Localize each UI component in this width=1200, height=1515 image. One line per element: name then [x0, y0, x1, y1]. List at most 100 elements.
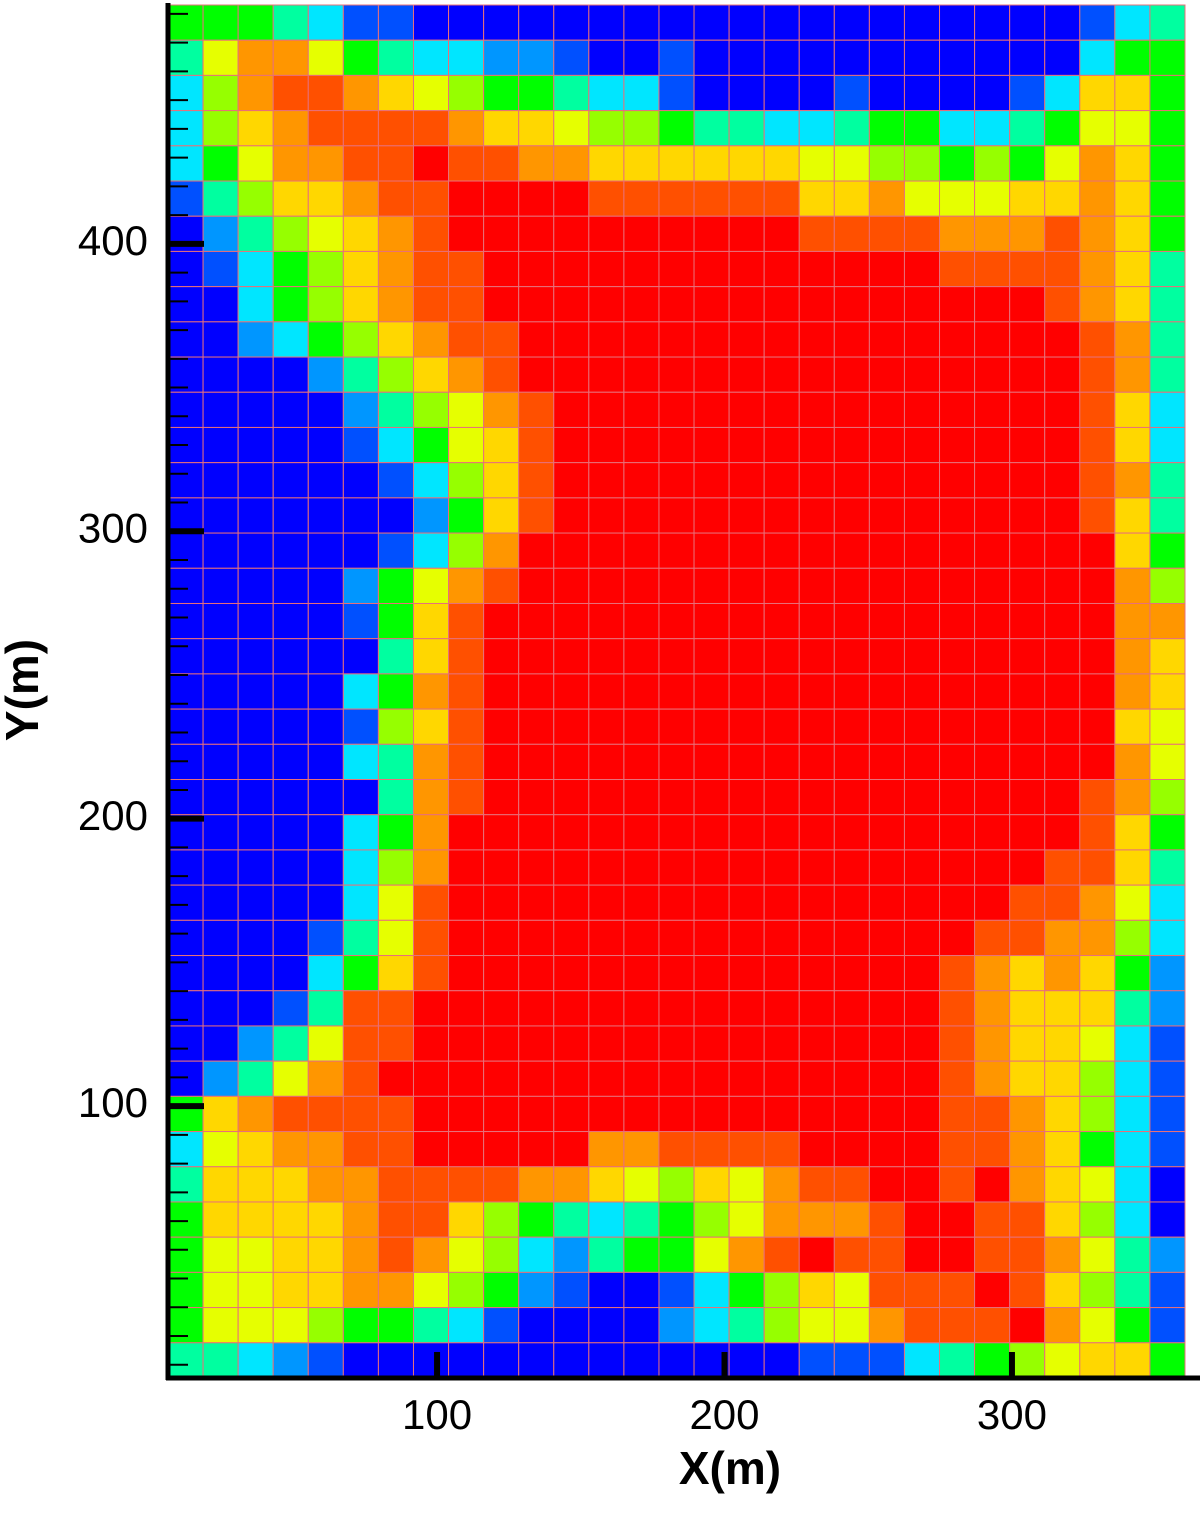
heatmap-cell — [939, 74, 976, 112]
heatmap-cell — [342, 180, 379, 217]
heatmap-cell — [974, 250, 1011, 288]
heatmap-cell — [939, 919, 976, 957]
heatmap-cell — [939, 286, 976, 323]
heatmap-cell — [939, 1166, 976, 1203]
heatmap-cell — [833, 1095, 870, 1133]
heatmap-cell — [974, 567, 1011, 604]
heatmap-cell — [623, 74, 660, 112]
heatmap-cell — [868, 1236, 905, 1273]
heatmap-cell — [342, 673, 379, 710]
heatmap-cell — [553, 673, 590, 710]
heatmap-cell — [202, 849, 239, 886]
heatmap-cell — [974, 4, 1011, 41]
heatmap-cell — [202, 1095, 239, 1133]
heatmap-cell — [939, 673, 976, 710]
heatmap-cell — [1009, 884, 1046, 921]
heatmap-cell — [237, 1342, 274, 1379]
heatmap-cell — [518, 426, 555, 464]
heatmap-cell — [833, 1307, 870, 1344]
heatmap-cell — [518, 1095, 555, 1133]
heatmap-cell — [307, 497, 344, 534]
heatmap-cell — [342, 321, 379, 358]
heatmap-cell — [658, 145, 695, 182]
heatmap-cell — [307, 743, 344, 781]
heatmap-cell — [342, 145, 379, 182]
heatmap-cell — [693, 1025, 730, 1062]
heatmap-cell — [658, 215, 695, 252]
heatmap-cell — [237, 1060, 274, 1097]
heatmap-cell — [693, 74, 730, 112]
heatmap-cell — [728, 1201, 765, 1238]
heatmap-cell — [167, 74, 204, 112]
heatmap-cell — [1044, 602, 1081, 640]
heatmap-cell — [342, 497, 379, 534]
heatmap-cell — [272, 356, 309, 393]
heatmap-cell — [518, 4, 555, 41]
heatmap-cell — [237, 250, 274, 288]
heatmap-cell — [974, 990, 1011, 1027]
heatmap-cell — [237, 391, 274, 428]
heatmap-cell — [167, 532, 204, 569]
heatmap-cell — [974, 286, 1011, 323]
heatmap-cell — [202, 426, 239, 464]
heatmap-cell — [833, 1201, 870, 1238]
heatmap-cell — [342, 74, 379, 112]
heatmap-cell — [1009, 955, 1046, 992]
heatmap-cell — [833, 426, 870, 464]
heatmap-cell — [272, 1131, 309, 1168]
heatmap-cell — [272, 321, 309, 358]
heatmap-cell — [412, 4, 450, 41]
heatmap-cell — [518, 638, 555, 675]
heatmap-cell — [518, 1342, 555, 1379]
heatmap-cell — [342, 462, 379, 499]
heatmap-cell — [728, 638, 765, 675]
heatmap-cell — [377, 673, 414, 710]
heatmap-cell — [342, 215, 379, 252]
heatmap-cell — [167, 955, 204, 992]
heatmap-cell — [903, 215, 941, 252]
heatmap-cell — [939, 708, 976, 745]
heatmap-cell — [798, 215, 835, 252]
heatmap-cell — [272, 145, 309, 182]
heatmap-cell — [623, 1271, 660, 1309]
heatmap-cell — [798, 743, 835, 781]
heatmap-cell — [1079, 884, 1116, 921]
heatmap-cell — [903, 567, 941, 604]
heatmap-cell — [623, 602, 660, 640]
heatmap-cell — [553, 779, 590, 816]
heatmap-cell — [588, 602, 625, 640]
heatmap-cell — [1044, 990, 1081, 1027]
heatmap-cell — [658, 708, 695, 745]
heatmap-cell — [518, 391, 555, 428]
heatmap-cell — [798, 1095, 835, 1133]
heatmap-cell — [763, 1131, 800, 1168]
heatmap-cell — [342, 356, 379, 393]
heatmap-cell — [377, 39, 414, 76]
heatmap-cell — [588, 286, 625, 323]
heatmap-cell — [342, 426, 379, 464]
heatmap-cell — [833, 602, 870, 640]
heatmap-cell — [448, 919, 485, 957]
heatmap-cell — [833, 708, 870, 745]
heatmap-cell — [1079, 849, 1116, 886]
heatmap-cell — [412, 779, 450, 816]
heatmap-cell — [903, 426, 941, 464]
heatmap-cell — [693, 39, 730, 76]
heatmap-cell — [377, 884, 414, 921]
heatmap-cell — [342, 1095, 379, 1133]
heatmap-cell — [658, 1271, 695, 1309]
heatmap-cell — [307, 74, 344, 112]
heatmap-cell — [237, 1166, 274, 1203]
heatmap-cell — [1114, 321, 1151, 358]
heatmap-cell — [798, 110, 835, 147]
heatmap-cell — [903, 497, 941, 534]
heatmap-cell — [553, 567, 590, 604]
heatmap-cell — [1079, 462, 1116, 499]
heatmap-cell — [448, 1095, 485, 1133]
heatmap-cell — [167, 1060, 204, 1097]
heatmap-cell — [1009, 39, 1046, 76]
heatmap-cell — [623, 426, 660, 464]
heatmap-cell — [202, 1131, 239, 1168]
heatmap-cell — [693, 814, 730, 851]
heatmap-cell — [483, 74, 520, 112]
